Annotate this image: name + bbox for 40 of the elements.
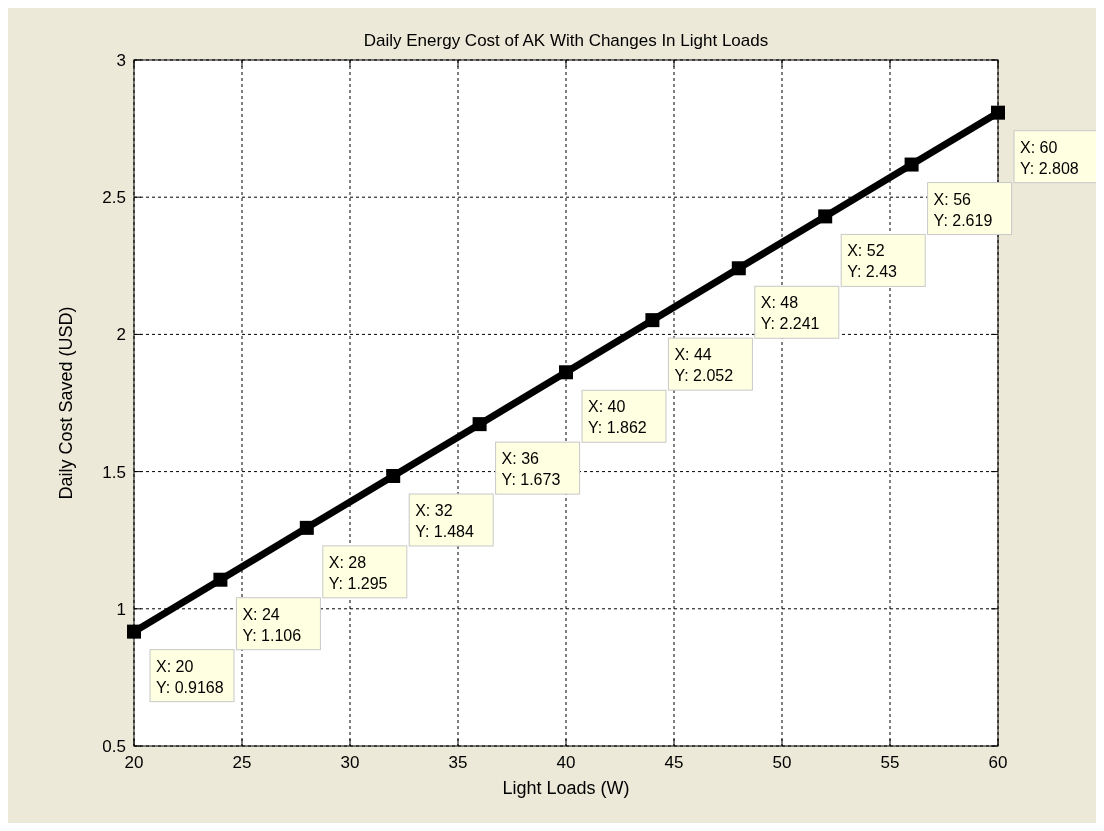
point xyxy=(127,624,141,639)
point xyxy=(904,157,919,172)
point xyxy=(645,313,660,328)
chart-title: Daily Energy Cost of AK With Changes In Light Loads xyxy=(363,31,769,50)
y-axis-title: Daily Cost Saved (USD) xyxy=(56,306,76,500)
annotation: X: 44 Y: 2.052 xyxy=(674,346,734,385)
y-tick-label: 0.5 xyxy=(102,737,126,756)
annotation: X: 20 Y: 0.9168 xyxy=(156,657,224,696)
x-tick-label: 50 xyxy=(772,753,792,772)
y-tick-label: 1.5 xyxy=(102,462,126,482)
y-tick-label: 2 xyxy=(116,325,126,345)
x-axis-title: Light Loads (W) xyxy=(502,778,630,798)
annotation: X: 40 Y: 1.862 xyxy=(588,398,647,437)
x-tick-label: 25 xyxy=(232,753,252,772)
point xyxy=(472,417,487,432)
point xyxy=(559,365,573,380)
annotation: X: 60 Y: 2.808 xyxy=(1020,138,1079,177)
y-tick-label: 2.5 xyxy=(102,188,126,208)
point xyxy=(386,468,401,483)
annotation: X: 48 Y: 2.241 xyxy=(760,294,820,333)
x-tick-label: 20 xyxy=(124,753,144,772)
y-tick-label: 3 xyxy=(116,51,126,70)
annotation: X: 32 Y: 1.484 xyxy=(415,501,475,540)
x-tick-label: 55 xyxy=(880,753,900,772)
point xyxy=(818,209,833,224)
x-tick-label: 30 xyxy=(340,753,360,772)
x-tick-label: 35 xyxy=(448,753,468,772)
y-tick-label: 1 xyxy=(116,599,126,619)
x-tick-label: 60 xyxy=(988,753,1008,772)
point xyxy=(991,105,1005,120)
point xyxy=(213,572,228,587)
annotation: X: 52 Y: 2.43 xyxy=(847,242,898,281)
annotation: X: 36 Y: 1.673 xyxy=(501,450,561,489)
x-tick-label: 45 xyxy=(664,753,684,772)
annotation: X: 56 Y: 2.619 xyxy=(933,190,993,229)
annotation: X: 24 Y: 1.106 xyxy=(242,605,302,644)
x-tick-label: 40 xyxy=(556,753,576,772)
annotation: X: 28 Y: 1.295 xyxy=(328,553,388,592)
point xyxy=(299,520,314,535)
point xyxy=(731,261,746,276)
